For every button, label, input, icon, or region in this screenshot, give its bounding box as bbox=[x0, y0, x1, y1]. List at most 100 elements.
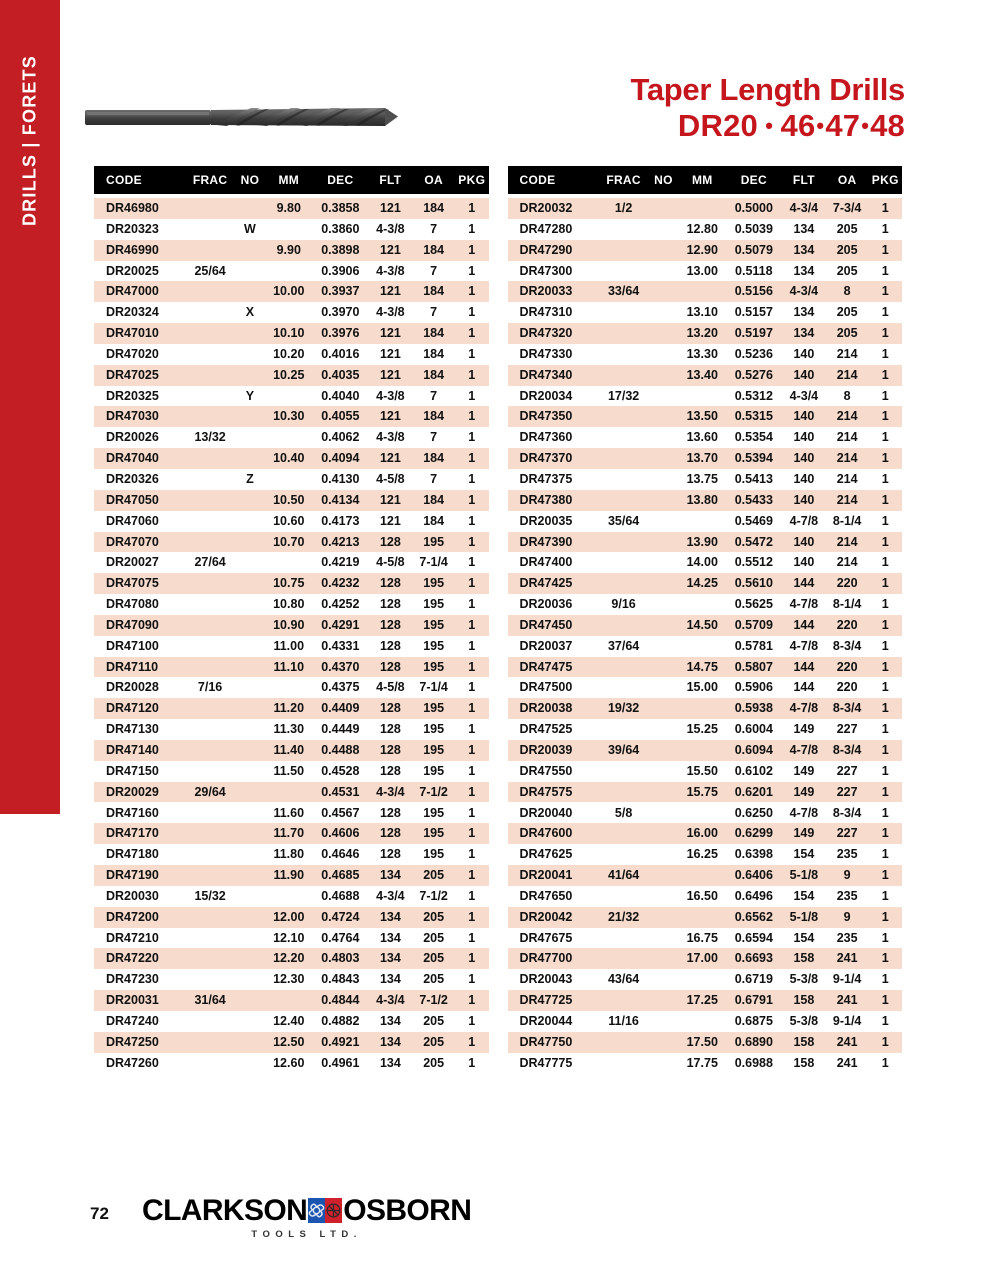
cell-code: DR47140 bbox=[94, 739, 186, 761]
cell-mm bbox=[265, 552, 313, 574]
cell-flt: 134 bbox=[368, 1031, 413, 1053]
cell-oa: 184 bbox=[412, 281, 456, 303]
cell-mm: 13.80 bbox=[678, 489, 726, 511]
cell-code: DR47550 bbox=[507, 760, 600, 782]
cell-no bbox=[234, 719, 266, 740]
table-row: DR20034 17/32 0.5312 4-3/4 8 1 bbox=[507, 385, 902, 407]
cell-mm: 10.25 bbox=[265, 364, 313, 386]
table-row: DR47210 12.10 0.4764 134 205 1 bbox=[94, 927, 489, 949]
cell-mm: 14.00 bbox=[678, 552, 726, 574]
cell-oa: 235 bbox=[825, 844, 869, 865]
cell-pkg: 1 bbox=[455, 531, 489, 553]
table-row: DR20027 27/64 0.4219 4-5/8 7-1/4 1 bbox=[94, 552, 489, 574]
page-header: Taper Length Drills DR20 • 46•47•48 bbox=[60, 0, 989, 160]
cell-dec: 0.4724 bbox=[312, 906, 369, 928]
cell-frac bbox=[185, 343, 235, 365]
cell-flt: 140 bbox=[782, 343, 826, 365]
cell-oa: 8-3/4 bbox=[825, 698, 869, 720]
cell-flt: 4-3/8 bbox=[368, 260, 413, 282]
cell-mm: 16.25 bbox=[678, 844, 726, 865]
cell-mm bbox=[265, 990, 313, 1011]
cell-code: DR47340 bbox=[507, 364, 600, 386]
cell-frac bbox=[185, 802, 235, 824]
cell-flt: 134 bbox=[368, 969, 413, 991]
cell-no bbox=[234, 927, 266, 949]
swirl-icon bbox=[308, 1202, 325, 1218]
cell-frac bbox=[185, 969, 235, 991]
cell-code: DR47600 bbox=[507, 823, 600, 845]
cell-oa: 184 bbox=[412, 323, 456, 344]
cell-oa: 241 bbox=[825, 948, 869, 970]
bullet-separator-icon: • bbox=[861, 113, 870, 138]
cell-pkg: 1 bbox=[868, 406, 902, 428]
cell-frac: 25/64 bbox=[185, 260, 235, 282]
cell-no: W bbox=[234, 218, 266, 240]
cell-no: X bbox=[234, 302, 266, 324]
table-row: DR47675 16.75 0.6594 154 235 1 bbox=[507, 927, 902, 949]
cell-mm: 11.60 bbox=[265, 802, 313, 824]
cell-oa: 235 bbox=[825, 927, 869, 949]
table-row: DR47130 11.30 0.4449 128 195 1 bbox=[94, 719, 489, 740]
cell-code: DR47040 bbox=[94, 448, 186, 469]
cell-dec: 0.4803 bbox=[312, 948, 369, 970]
cell-dec: 0.6988 bbox=[725, 1052, 783, 1074]
cell-oa: 205 bbox=[412, 1052, 456, 1074]
cell-flt: 128 bbox=[368, 614, 413, 636]
cell-mm bbox=[678, 969, 726, 991]
cell-frac bbox=[185, 323, 235, 344]
cell-mm: 13.75 bbox=[678, 468, 726, 490]
cell-code: DR20039 bbox=[507, 739, 600, 761]
table-row: DR20043 43/64 0.6719 5-3/8 9-1/4 1 bbox=[507, 969, 902, 991]
table-row: DR47550 15.50 0.6102 149 227 1 bbox=[507, 760, 902, 782]
cell-frac bbox=[185, 281, 235, 303]
cell-mm: 15.25 bbox=[678, 719, 726, 740]
cell-code: DR47750 bbox=[507, 1031, 600, 1053]
cell-oa: 7-1/2 bbox=[412, 885, 456, 907]
cell-frac bbox=[185, 927, 235, 949]
cell-oa: 7 bbox=[412, 385, 456, 407]
cell-oa: 220 bbox=[825, 573, 869, 595]
cell-frac bbox=[185, 844, 235, 865]
table-row: DR20037 37/64 0.5781 4-7/8 8-3/4 1 bbox=[507, 635, 902, 657]
cell-no bbox=[647, 656, 679, 678]
cell-frac bbox=[599, 323, 648, 344]
table-row: DR47600 16.00 0.6299 149 227 1 bbox=[507, 823, 902, 845]
cell-dec: 0.4921 bbox=[312, 1031, 369, 1053]
cell-mm: 13.40 bbox=[678, 364, 726, 386]
cell-oa: 195 bbox=[412, 760, 456, 782]
cell-flt: 134 bbox=[782, 218, 826, 240]
cell-no bbox=[647, 239, 679, 261]
cell-oa: 9 bbox=[825, 865, 869, 886]
cell-flt: 128 bbox=[368, 719, 413, 740]
cell-code: DR47220 bbox=[94, 948, 186, 970]
cell-code: DR20032 bbox=[507, 198, 600, 219]
cell-frac bbox=[185, 719, 235, 740]
table-row: DR47090 10.90 0.4291 128 195 1 bbox=[94, 614, 489, 636]
cell-dec: 0.3937 bbox=[312, 281, 369, 303]
cell-dec: 0.6201 bbox=[725, 781, 783, 803]
cell-frac bbox=[599, 927, 648, 949]
cell-dec: 0.4035 bbox=[312, 364, 369, 386]
cell-pkg: 1 bbox=[455, 281, 489, 303]
table-row: DR20025 25/64 0.3906 4-3/8 7 1 bbox=[94, 260, 489, 282]
cell-flt: 4-3/4 bbox=[368, 990, 413, 1011]
cell-frac bbox=[185, 635, 235, 657]
cell-oa: 205 bbox=[412, 865, 456, 886]
cell-frac bbox=[599, 364, 648, 386]
cell-mm: 10.10 bbox=[265, 323, 313, 344]
table-row: DR47360 13.60 0.5354 140 214 1 bbox=[507, 427, 902, 449]
cell-frac bbox=[599, 343, 648, 365]
cell-dec: 0.5315 bbox=[725, 406, 783, 428]
cell-flt: 128 bbox=[368, 760, 413, 782]
cell-mm bbox=[678, 739, 726, 761]
cell-no bbox=[647, 302, 679, 324]
cell-flt: 4-5/8 bbox=[368, 552, 413, 574]
table-row: DR47025 10.25 0.4035 121 184 1 bbox=[94, 364, 489, 386]
cell-oa: 8-3/4 bbox=[825, 635, 869, 657]
cell-code: DR47230 bbox=[94, 969, 186, 991]
cell-flt: 128 bbox=[368, 698, 413, 720]
cell-frac bbox=[599, 948, 648, 970]
cell-frac bbox=[599, 1031, 648, 1053]
cell-flt: 158 bbox=[782, 1031, 826, 1053]
cell-oa: 214 bbox=[825, 406, 869, 428]
